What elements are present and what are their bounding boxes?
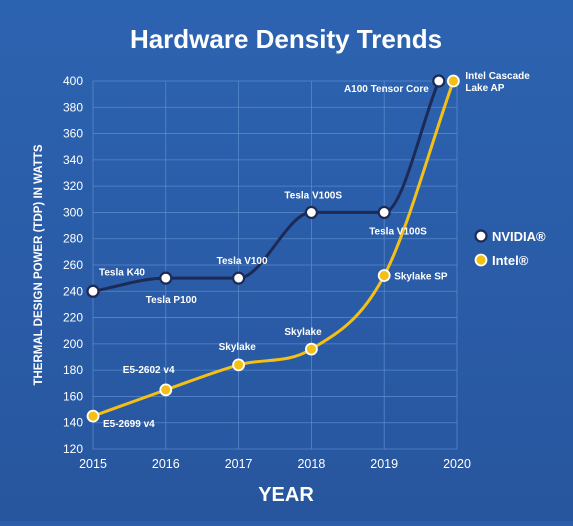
y-tick-label: 320 — [63, 179, 83, 193]
y-tick-label: 140 — [63, 416, 83, 430]
nvidia-point — [232, 271, 246, 285]
y-tick-label: 160 — [63, 389, 83, 403]
intel-point — [232, 358, 246, 372]
data-label: Intel Cascade Lake AP — [465, 71, 530, 94]
nvidia-point — [304, 205, 318, 220]
x-axis-label: YEAR — [258, 484, 314, 506]
y-tick-label: 240 — [63, 284, 83, 298]
legend-entry: Intel® — [492, 253, 529, 268]
x-tick-label: 2015 — [79, 457, 107, 471]
data-label: Tesla V100S — [369, 226, 427, 237]
x-tick-label: 2016 — [152, 457, 180, 471]
y-tick-labels: 120 140 160 180 200 220 240 260 280 300 320 340 360 3… — [63, 74, 83, 456]
intel-legend-marker — [474, 253, 488, 267]
data-label: Tesla P100 — [146, 295, 197, 306]
y-axis-label: THERMAL DESIGN POWER (TDP) IN WATTS — [33, 144, 45, 385]
y-tick-label: 340 — [63, 153, 83, 167]
data-label: E5-2699 v4 — [103, 419, 155, 430]
intel-point — [304, 342, 318, 356]
y-tick-label: 180 — [63, 363, 83, 377]
legend-entry: NVIDIA® — [492, 229, 546, 244]
data-label: Skylake SP — [394, 272, 448, 283]
data-label: A100 Tensor Core — [344, 84, 429, 95]
y-tick-label: 300 — [63, 205, 83, 219]
y-tick-label: 400 — [63, 74, 83, 88]
y-tick-label: 200 — [63, 337, 83, 351]
data-points — [86, 74, 460, 423]
nvidia-legend-marker — [474, 229, 488, 243]
nvidia-point — [377, 205, 391, 220]
y-tick-label: 120 — [63, 442, 83, 456]
intel-point — [377, 269, 391, 282]
data-label: E5-2602 v4 — [123, 365, 175, 376]
x-tick-label: 2019 — [370, 457, 398, 471]
chart-title: Hardware Density Trends — [130, 24, 442, 54]
intel-point — [86, 409, 100, 423]
data-label: Skylake — [219, 342, 257, 353]
nvidia-point — [432, 74, 446, 88]
y-tick-label: 280 — [63, 232, 83, 246]
intel-point — [159, 383, 173, 397]
nvidia-point — [86, 284, 100, 298]
x-tick-labels: 2015 2016 2017 2018 2019 2020 — [79, 457, 471, 471]
grid-lines — [92, 80, 458, 450]
y-tick-label: 260 — [63, 258, 83, 272]
intel-point — [446, 74, 460, 88]
data-label: Tesla K40 — [99, 267, 145, 278]
data-label: Tesla V100S — [284, 190, 342, 201]
nvidia-point — [159, 271, 173, 285]
x-tick-label: 2018 — [297, 457, 325, 471]
data-label: Skylake — [284, 327, 322, 338]
legend: NVIDIA® Intel® — [474, 229, 546, 268]
y-tick-label: 380 — [63, 100, 83, 114]
data-label: Tesla V100 — [217, 256, 268, 267]
y-tick-label: 360 — [63, 127, 83, 141]
x-tick-label: 2017 — [225, 457, 253, 471]
data-labels: Tesla K40 Tesla P100 Tesla V100 Tesla V100S… — [99, 71, 530, 430]
x-tick-label: 2020 — [443, 457, 471, 471]
y-tick-label: 220 — [63, 311, 83, 325]
